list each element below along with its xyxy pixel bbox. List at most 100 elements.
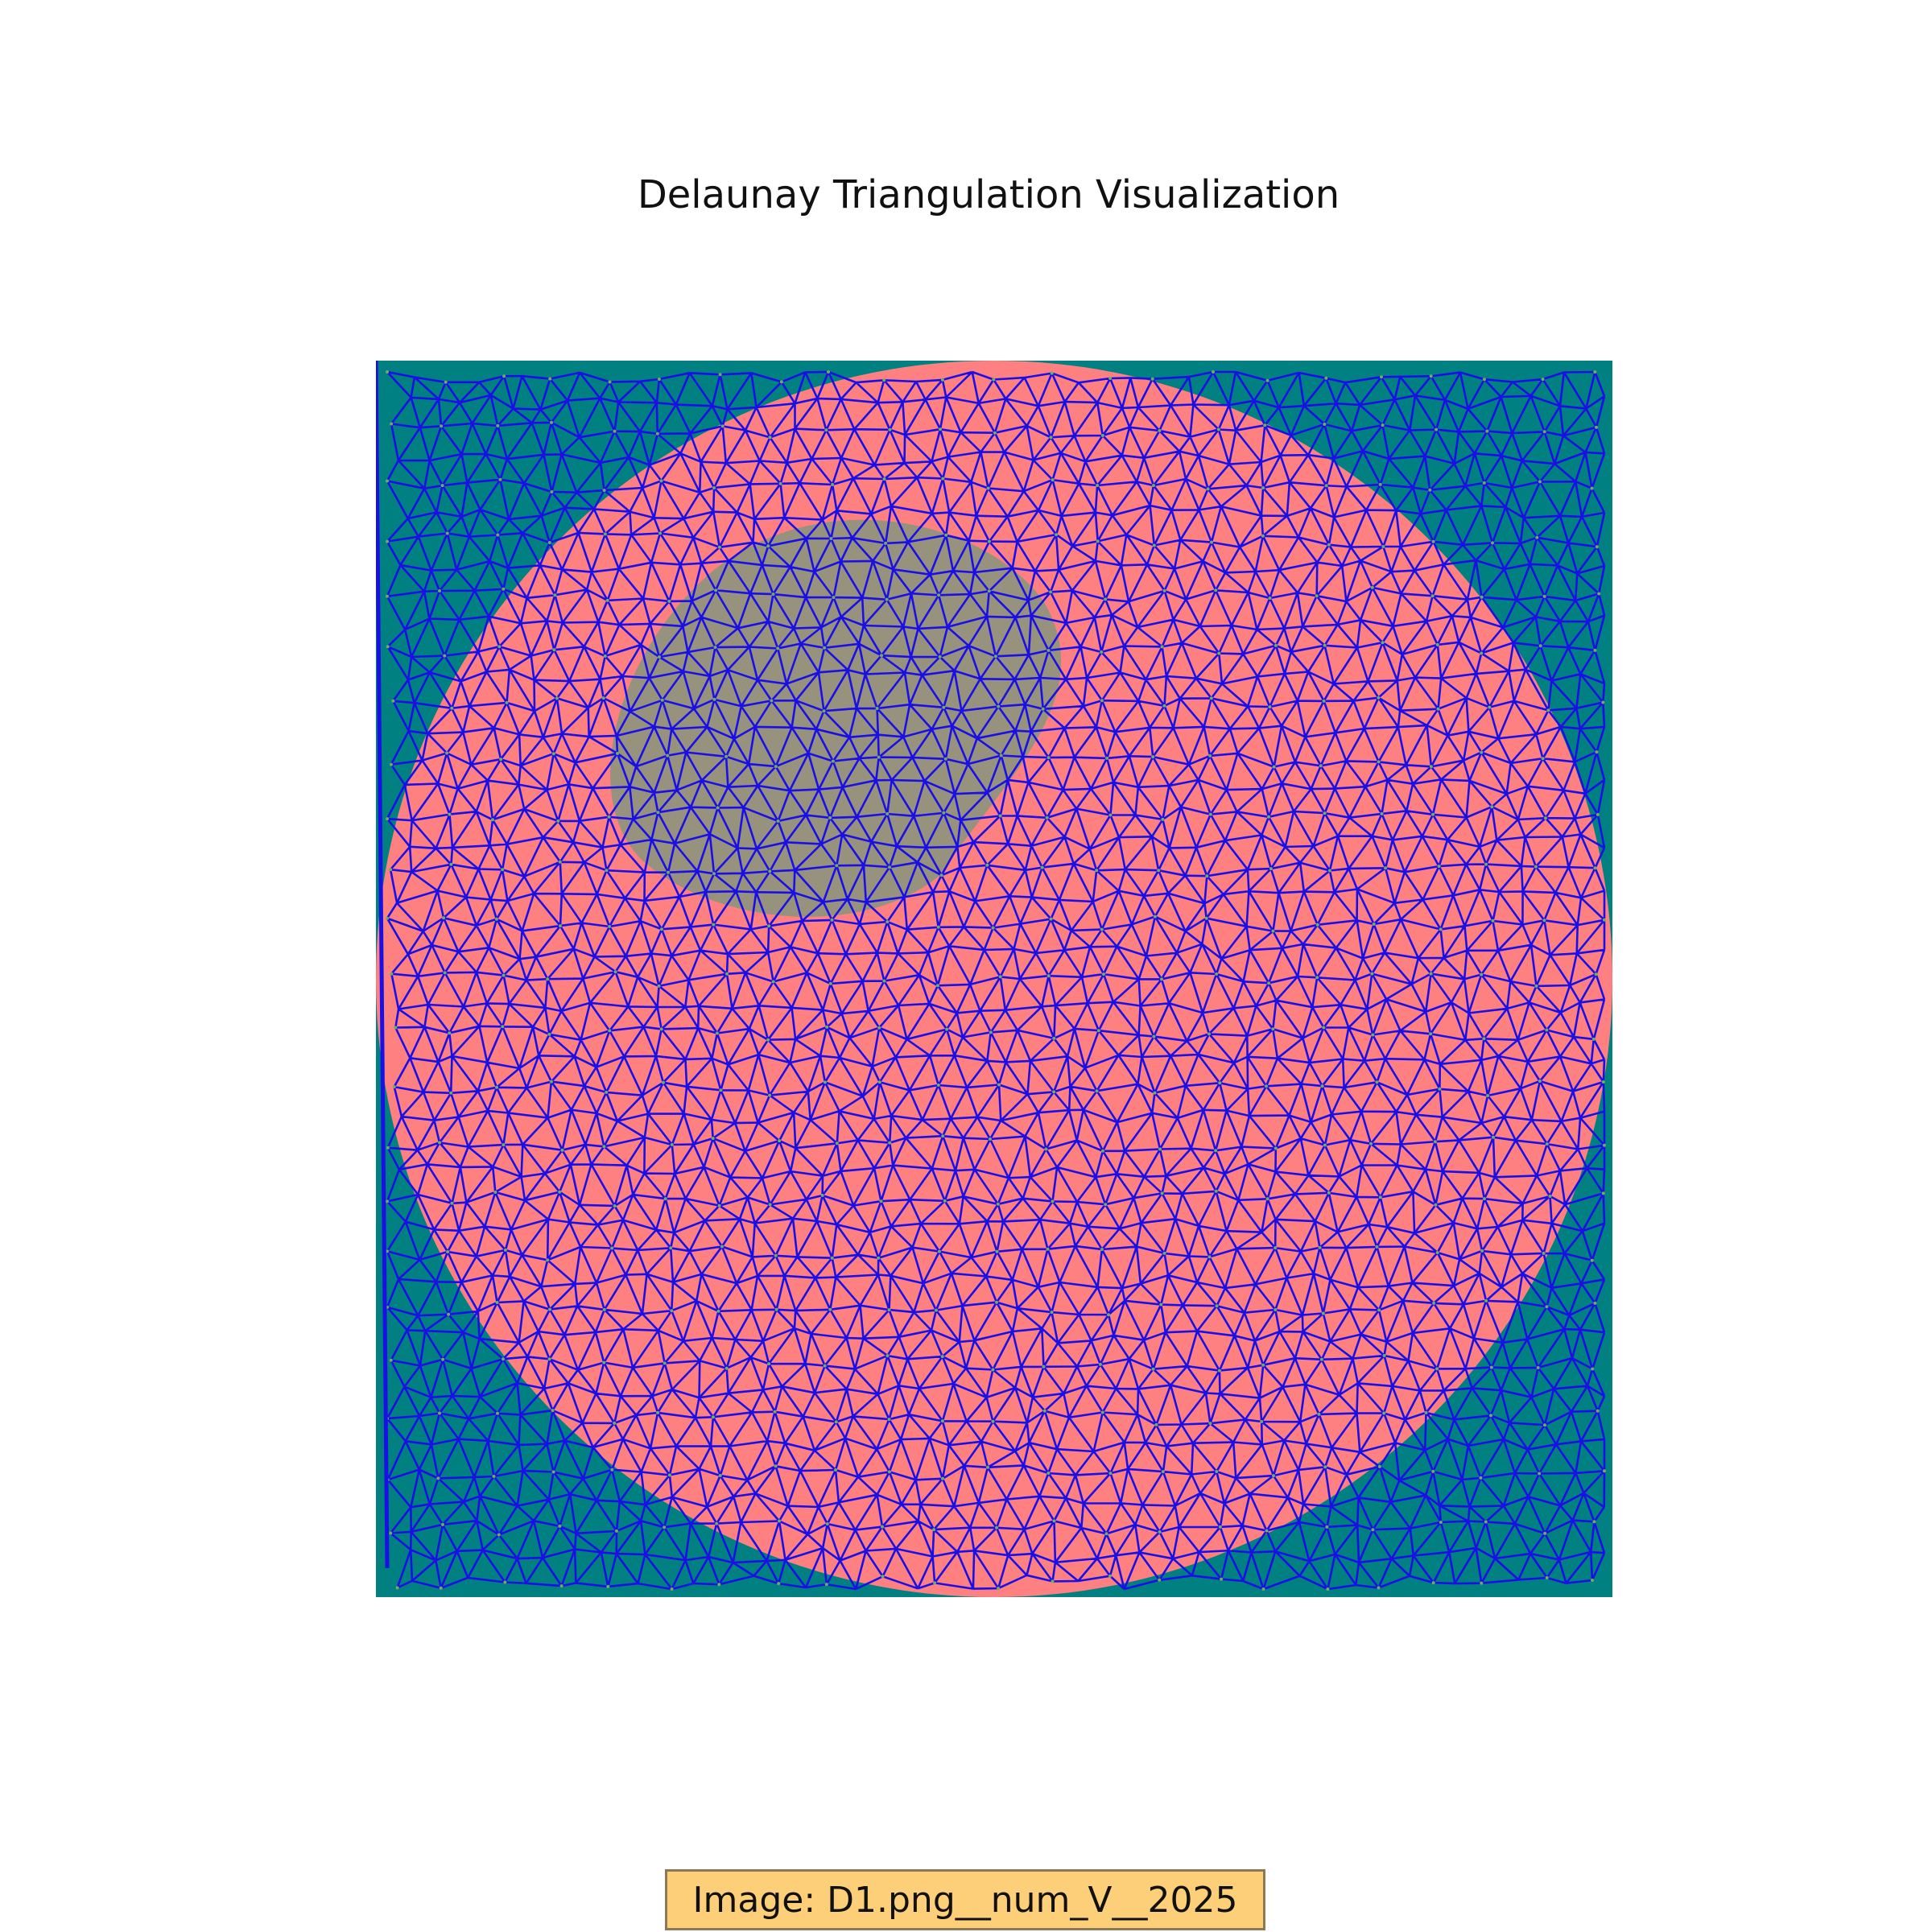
figure-title: Delaunay Triangulation Visualization xyxy=(637,172,1340,217)
mesh-vertex xyxy=(771,592,775,597)
mesh-vertex xyxy=(712,923,716,927)
mesh-vertex xyxy=(1323,1143,1327,1147)
mesh-vertex xyxy=(445,531,449,535)
mesh-vertex xyxy=(1206,487,1210,491)
mesh-vertex xyxy=(1217,651,1221,655)
mesh-vertex xyxy=(502,1357,505,1361)
mesh-vertex xyxy=(1384,866,1388,870)
mesh-vertex xyxy=(450,706,454,710)
mesh-vertex xyxy=(1370,972,1374,976)
mesh-vertex xyxy=(1215,1304,1219,1308)
mesh-vertex xyxy=(1486,1094,1490,1097)
mesh-vertex xyxy=(877,755,881,759)
mesh-vertex xyxy=(882,477,886,481)
mesh-vertex xyxy=(559,924,562,928)
mesh-vertex xyxy=(1327,1191,1331,1195)
mesh-vertex xyxy=(1375,1080,1379,1084)
mesh-vertex xyxy=(548,1307,551,1311)
mesh-vertex xyxy=(774,1464,778,1468)
mesh-vertex xyxy=(391,699,395,703)
mesh-vertex xyxy=(777,1582,781,1586)
mesh-vertex xyxy=(1603,1469,1606,1473)
mesh-vertex xyxy=(551,1470,555,1474)
mesh-vertex xyxy=(1381,545,1385,548)
mesh-vertex xyxy=(828,981,832,985)
mesh-vertex xyxy=(546,977,550,981)
mesh-vertex xyxy=(602,1307,606,1311)
mesh-vertex xyxy=(1208,1255,1212,1259)
mesh-vertex xyxy=(1479,1476,1483,1480)
mesh-vertex xyxy=(1272,1474,1275,1478)
mesh-vertex xyxy=(936,1084,940,1087)
mesh-vertex xyxy=(997,1587,1001,1591)
mesh-vertex xyxy=(1052,1519,1056,1523)
mesh-vertex xyxy=(1153,914,1157,919)
mesh-vertex xyxy=(1274,1246,1278,1250)
mesh-vertex xyxy=(986,486,990,490)
mesh-vertex xyxy=(1046,756,1051,760)
mesh-vertex xyxy=(386,479,389,483)
mesh-vertex xyxy=(450,1201,454,1205)
mesh-vertex xyxy=(608,1029,612,1033)
mesh-vertex xyxy=(1107,1313,1110,1317)
mesh-vertex xyxy=(1315,594,1319,598)
mesh-vertex xyxy=(1274,1308,1278,1311)
mesh-vertex xyxy=(1265,1529,1269,1533)
mesh-vertex xyxy=(395,1586,399,1590)
mesh-vertex xyxy=(711,1415,715,1419)
mesh-vertex xyxy=(498,477,502,481)
mesh-vertex xyxy=(766,1038,770,1042)
mesh-vertex xyxy=(443,971,447,975)
mesh-vertex xyxy=(496,533,500,537)
mesh-vertex xyxy=(1268,597,1272,600)
mesh-vertex xyxy=(660,927,663,931)
mesh-vertex xyxy=(386,1249,389,1253)
mesh-vertex xyxy=(1151,1367,1155,1371)
mesh-vertex xyxy=(1159,1302,1163,1307)
mesh-vertex xyxy=(1538,644,1542,648)
mesh-vertex xyxy=(1438,1087,1442,1091)
mesh-vertex xyxy=(776,819,780,823)
mesh-vertex xyxy=(991,926,995,930)
mesh-vertex xyxy=(886,920,890,924)
mesh-vertex xyxy=(1591,1367,1595,1371)
mesh-vertex xyxy=(1269,867,1273,871)
mesh-vertex xyxy=(881,1525,884,1529)
mesh-vertex xyxy=(1152,543,1156,547)
mesh-vertex xyxy=(386,370,389,374)
mesh-vertex xyxy=(1593,370,1597,374)
mesh-vertex xyxy=(438,1411,441,1415)
mesh-vertex xyxy=(1098,1362,1102,1366)
mesh-vertex xyxy=(993,431,997,435)
mesh-vertex xyxy=(386,1199,389,1203)
mesh-vertex xyxy=(442,916,446,920)
mesh-vertex xyxy=(601,696,605,700)
mesh-vertex xyxy=(1424,1410,1428,1414)
mesh-vertex xyxy=(614,1529,618,1533)
mesh-vertex xyxy=(715,1031,719,1035)
mesh-vertex xyxy=(776,646,780,650)
mesh-vertex xyxy=(823,1080,827,1084)
mesh-vertex xyxy=(1325,1525,1329,1529)
mesh-vertex xyxy=(1261,1363,1265,1367)
mesh-vertex xyxy=(1545,1028,1549,1032)
mesh-vertex xyxy=(945,1027,949,1031)
mesh-vertex xyxy=(444,380,448,384)
mesh-vertex xyxy=(882,378,886,382)
mesh-vertex xyxy=(1371,1528,1375,1532)
mesh-vertex xyxy=(714,588,718,592)
mesh-vertex xyxy=(1488,705,1492,709)
mesh-vertex xyxy=(770,699,774,703)
mesh-vertex xyxy=(1437,865,1441,869)
mesh-vertex xyxy=(656,1410,660,1414)
mesh-vertex xyxy=(940,1419,944,1423)
mesh-vertex xyxy=(1380,375,1383,379)
mesh-vertex xyxy=(440,1522,444,1526)
mesh-vertex xyxy=(1538,1472,1542,1476)
mesh-vertex xyxy=(505,700,509,704)
mesh-vertex xyxy=(497,645,502,649)
mesh-vertex xyxy=(1040,865,1044,869)
mesh-vertex xyxy=(1491,919,1495,923)
mesh-vertex xyxy=(1208,1032,1211,1036)
mesh-vertex xyxy=(1595,750,1599,754)
